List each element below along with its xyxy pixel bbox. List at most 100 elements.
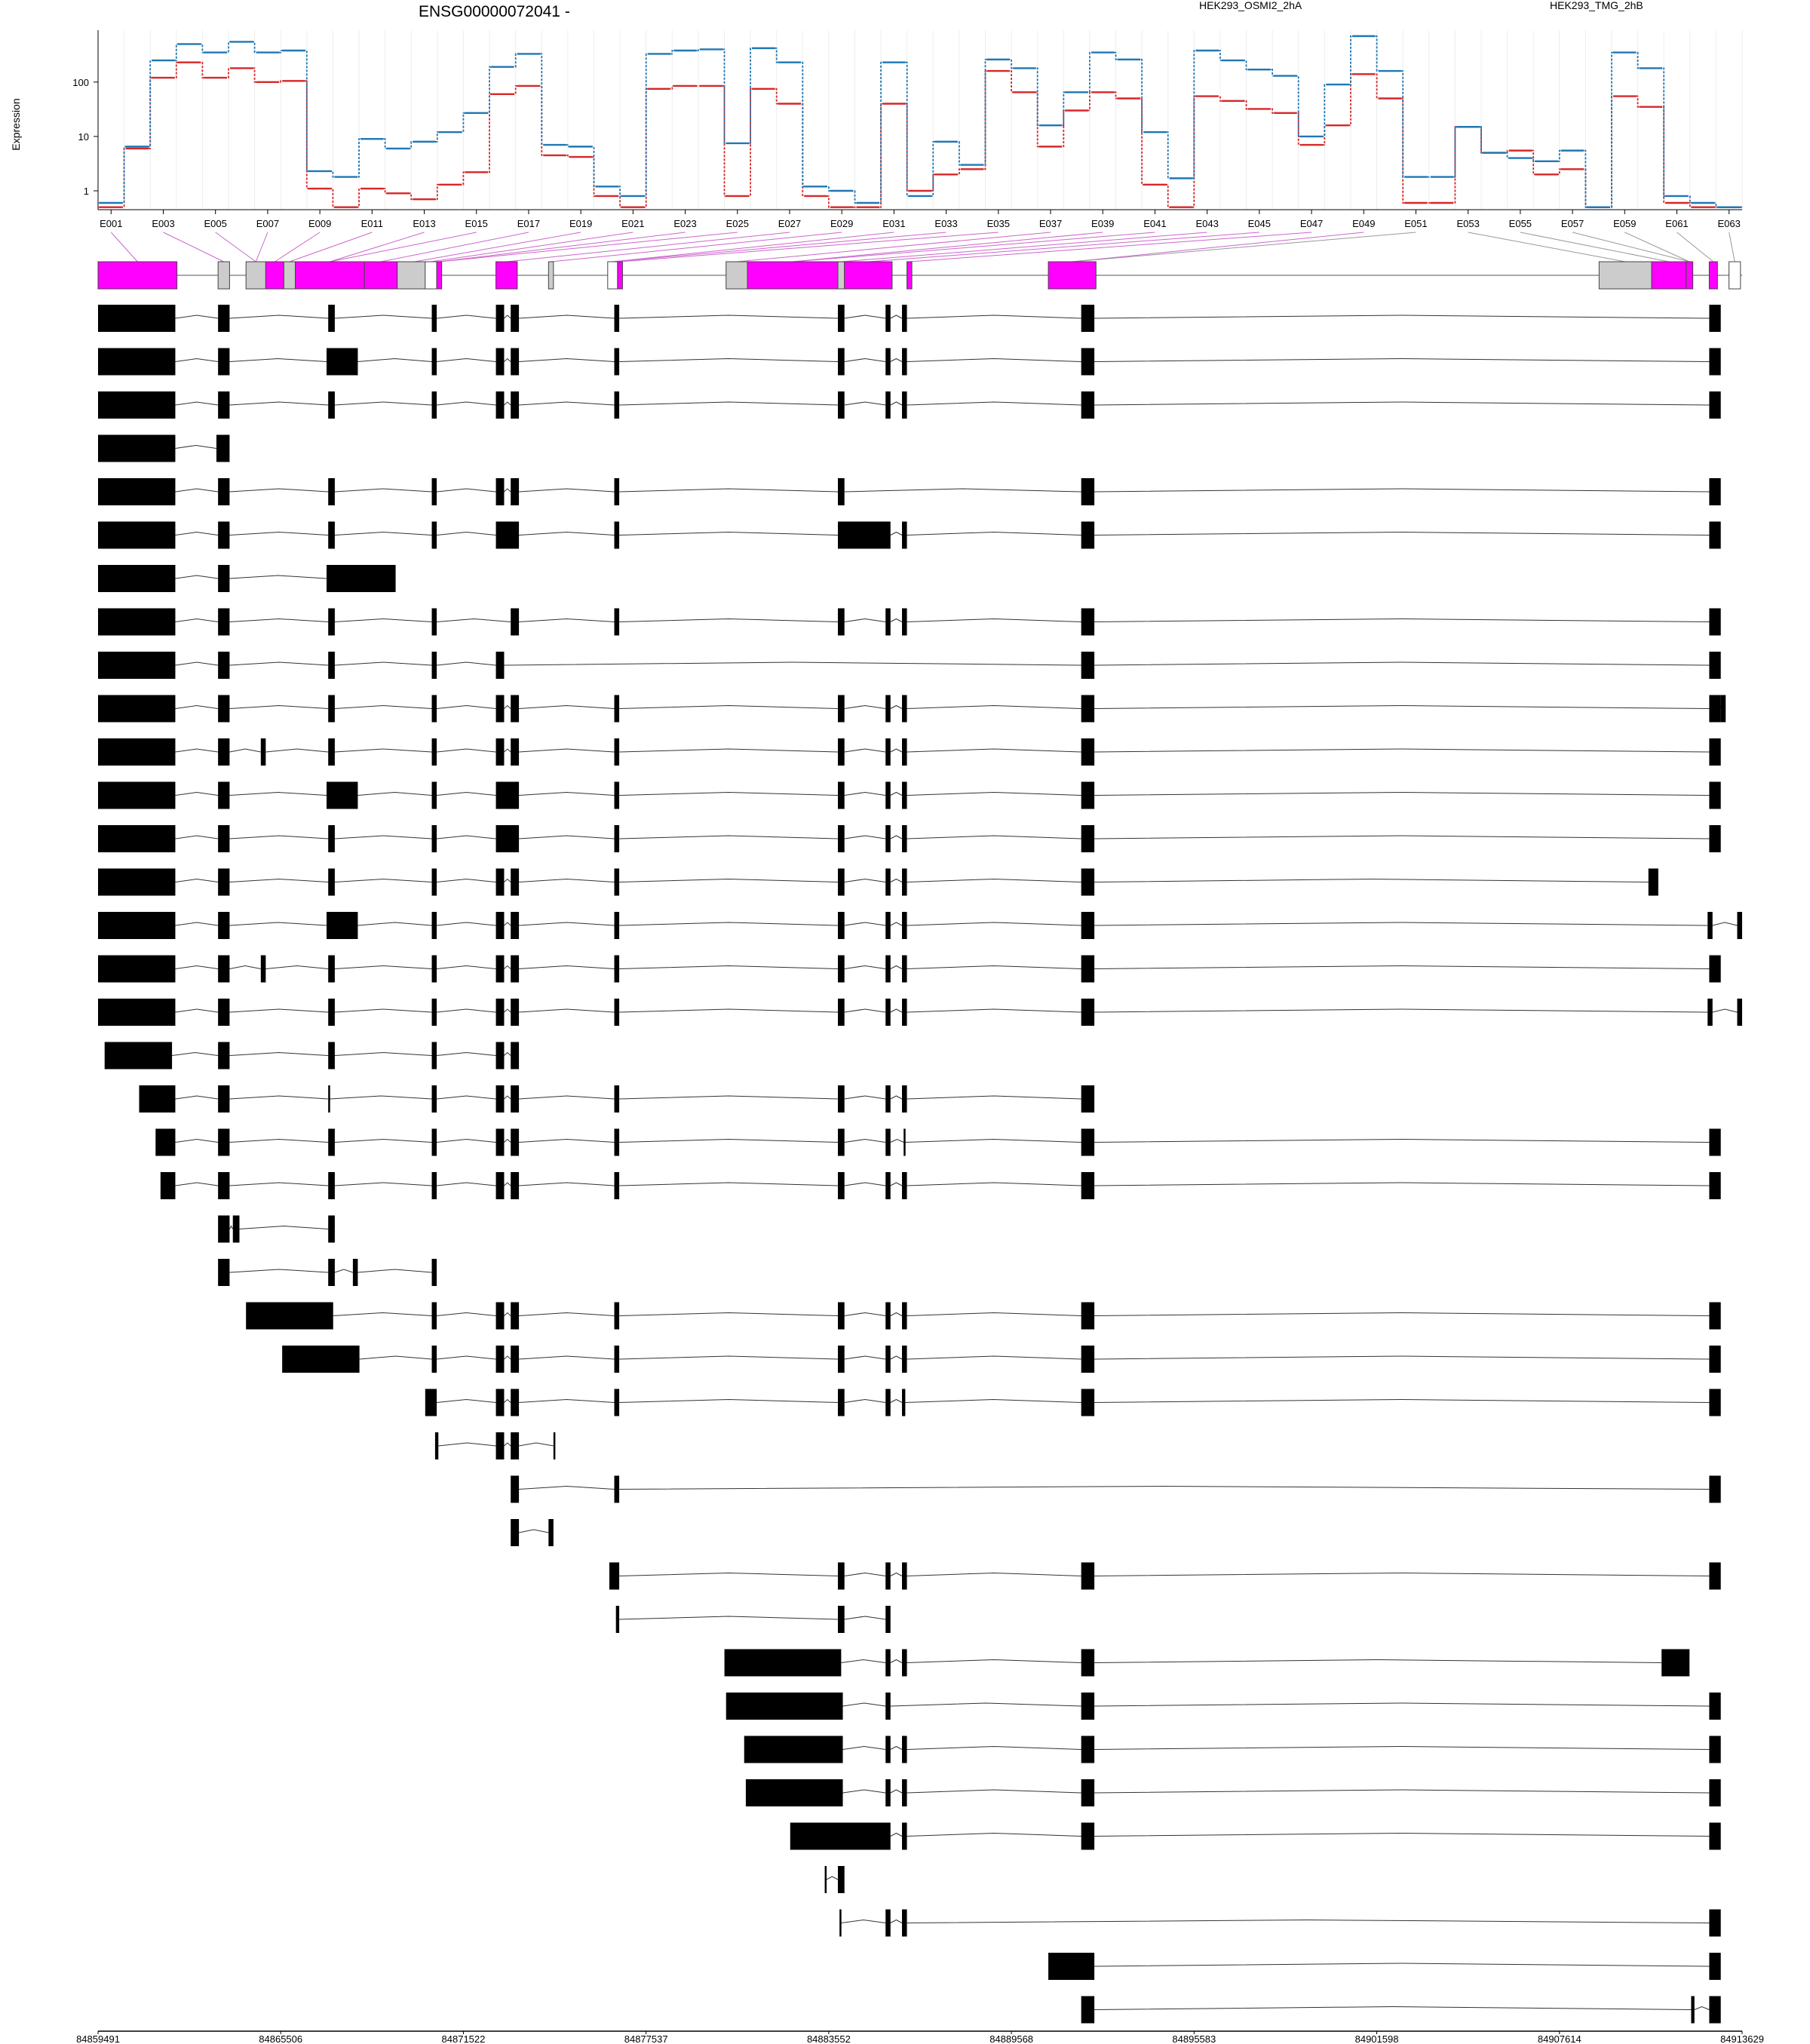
exon-connector (1072, 232, 1416, 262)
exon-block (838, 868, 845, 896)
exon-label: E059 (1613, 218, 1636, 229)
exon-block (98, 434, 176, 462)
exon-block (885, 1128, 891, 1156)
intron-line (907, 315, 1081, 319)
exon-block (98, 348, 176, 376)
exon-block (434, 1432, 439, 1459)
exon-block (885, 825, 891, 852)
intron-line (229, 1051, 329, 1056)
exon-block (431, 1302, 437, 1330)
intron-line (229, 965, 261, 969)
exon-block (745, 1779, 843, 1806)
exon-block (885, 695, 891, 723)
intron-line (1094, 748, 1710, 753)
exon-label: E063 (1718, 218, 1741, 229)
intron-line (619, 1355, 839, 1360)
intron-line (619, 922, 839, 926)
intron-line (1094, 1182, 1710, 1186)
exon-block (495, 955, 505, 983)
intron-line (437, 1095, 496, 1100)
transcript-38 (839, 1909, 1721, 1937)
exon-block (511, 1085, 520, 1113)
exon-model-block (617, 261, 623, 290)
intron-line (907, 531, 1081, 536)
exon-block (328, 955, 335, 983)
exon-block (495, 695, 505, 723)
exon-label: E009 (308, 218, 331, 229)
intron-line (330, 1095, 432, 1100)
intron-line (175, 661, 219, 666)
intron-line (437, 531, 496, 536)
intron-line (907, 1008, 1081, 1013)
exon-block (328, 1042, 335, 1070)
intron-line (334, 835, 432, 839)
exon-model-block (425, 261, 437, 290)
exon-label: E043 (1195, 218, 1218, 229)
intron-line (175, 1138, 219, 1143)
exon-block (885, 1779, 891, 1806)
exon-block (824, 1866, 827, 1893)
exon-label: E005 (204, 218, 227, 229)
exon-connector (551, 232, 842, 262)
exon-block (218, 738, 230, 766)
intron-line (175, 878, 219, 882)
transcript-7 (98, 565, 396, 592)
exon-block (431, 955, 437, 983)
exon-model-block (436, 261, 443, 290)
exon-connector (1520, 232, 1670, 262)
intron-line (334, 748, 432, 753)
intron-line (890, 922, 903, 926)
exon-model-block (1708, 261, 1718, 290)
exon-block (1709, 1996, 1721, 2024)
exon-block (614, 1172, 620, 1199)
intron-line (907, 922, 1081, 926)
exon-block (548, 1519, 554, 1546)
exon-block (903, 1128, 906, 1156)
exon-block (1709, 305, 1721, 332)
intron-line (1094, 2006, 1692, 2010)
exon-block (495, 1085, 505, 1113)
exon-block (1709, 1822, 1721, 1850)
exon-block (1081, 868, 1095, 896)
intron-line (175, 922, 219, 926)
exon-block (495, 781, 520, 809)
exon-block (838, 1085, 845, 1113)
intron-line (334, 488, 432, 493)
transcript-23 (218, 1259, 437, 1286)
exon-block (139, 1085, 176, 1113)
intron-line (842, 1702, 886, 1707)
exon-block (218, 391, 230, 419)
exon-block (98, 868, 176, 896)
exon-block (1707, 912, 1713, 939)
intron-line (1094, 965, 1710, 969)
transcript-15 (98, 912, 1742, 939)
transcript-8 (98, 608, 1721, 636)
exon-model-block (726, 261, 748, 290)
intron-line (1094, 401, 1710, 406)
exon-block (98, 478, 176, 505)
intron-line (907, 1832, 1081, 1837)
intron-line (504, 1138, 511, 1143)
intron-line (334, 401, 432, 406)
intron-line (334, 1182, 432, 1186)
intron-line (175, 1182, 219, 1186)
intron-line (229, 704, 329, 709)
exon-block (1081, 1302, 1095, 1330)
intron-line (334, 1008, 432, 1013)
intron-line (890, 1572, 903, 1576)
exon-label: E037 (1039, 218, 1062, 229)
intron-line (504, 922, 511, 926)
intron-line (844, 1008, 886, 1013)
exon-model-block (283, 261, 296, 290)
transcript-5 (98, 478, 1721, 505)
intron-line (1094, 704, 1710, 709)
intron-line (334, 1051, 432, 1056)
exon-block (902, 1562, 907, 1590)
exon-block (98, 391, 176, 419)
transcript-10 (98, 695, 1726, 723)
exon-block (1081, 1779, 1095, 1806)
exon-block (838, 391, 845, 419)
exon-block (328, 738, 335, 766)
intron-line (437, 488, 496, 493)
intron-line (334, 965, 432, 969)
